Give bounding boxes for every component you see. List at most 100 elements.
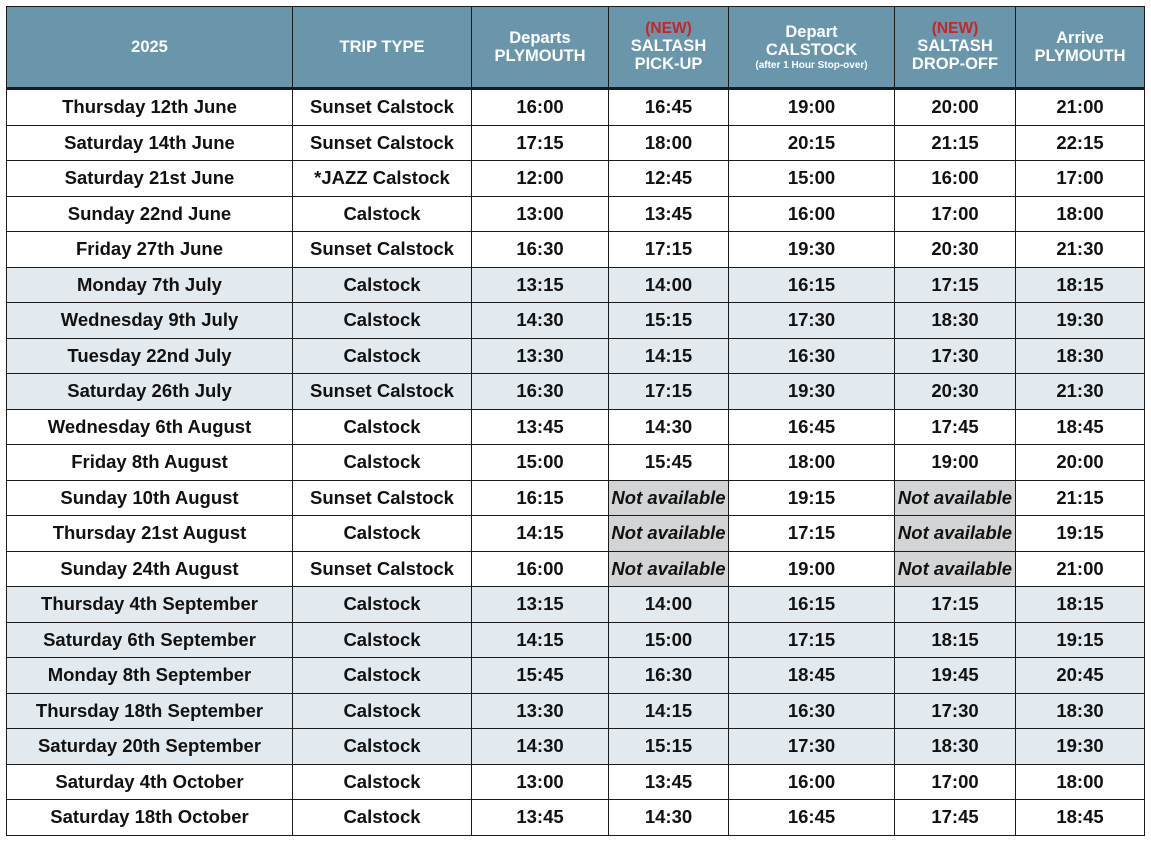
- arrive-header-line2: PLYMOUTH: [1034, 47, 1126, 65]
- arrive-cell: 21:30: [1015, 373, 1145, 410]
- departs-cell: 16:15: [471, 479, 609, 516]
- table-row: Saturday 18th October Calstock 13:45 14:…: [6, 799, 1145, 836]
- arrive-cell: 18:45: [1015, 799, 1145, 836]
- depart-calstock-cell: 17:30: [728, 728, 895, 765]
- table-row: Saturday 20th September Calstock 14:30 1…: [6, 728, 1145, 765]
- arrive-cell: 18:00: [1015, 763, 1145, 800]
- depart-calstock-cell: 16:30: [728, 337, 895, 374]
- pickup-not-available-cell: Not available: [608, 515, 729, 552]
- arrive-cell: 18:30: [1015, 692, 1145, 729]
- arrive-cell: 21:30: [1015, 231, 1145, 268]
- table-row: Wednesday 6th August Calstock 13:45 14:3…: [6, 408, 1145, 445]
- table-row: Thursday 18th September Calstock 13:30 1…: [6, 692, 1145, 729]
- arrive-cell: 19:15: [1015, 515, 1145, 552]
- arrive-cell: 17:00: [1015, 160, 1145, 197]
- depart-calstock-cell: 16:15: [728, 266, 895, 303]
- arrive-plymouth-header: Arrive PLYMOUTH: [1015, 6, 1145, 90]
- dropoff-cell: 17:15: [894, 266, 1016, 303]
- table-row: Saturday 26th July Sunset Calstock 16:30…: [6, 373, 1145, 410]
- dropoff-not-available-cell: Not available: [894, 515, 1016, 552]
- trip-type-cell: Calstock: [292, 657, 472, 694]
- trip-timetable: 2025 TRIP TYPE Departs PLYMOUTH (NEW) SA…: [6, 6, 1145, 836]
- departs-cell: 14:30: [471, 302, 609, 339]
- departs-cell: 14:15: [471, 515, 609, 552]
- depart-calstock-cell: 16:00: [728, 195, 895, 232]
- pickup-cell: 15:00: [608, 621, 729, 658]
- table-row: Wednesday 9th July Calstock 14:30 15:15 …: [6, 302, 1145, 339]
- dropoff-cell: 17:15: [894, 586, 1016, 623]
- table-row: Monday 8th September Calstock 15:45 16:3…: [6, 657, 1145, 694]
- pickup-cell: 17:15: [608, 231, 729, 268]
- departs-cell: 16:30: [471, 231, 609, 268]
- header-row: 2025 TRIP TYPE Departs PLYMOUTH (NEW) SA…: [6, 6, 1145, 90]
- trip-type-cell: Calstock: [292, 266, 472, 303]
- departs-header-line1: Departs: [509, 29, 571, 47]
- arrive-cell: 20:45: [1015, 657, 1145, 694]
- dropoff-new-tag: (NEW): [931, 20, 979, 37]
- arrive-cell: 22:15: [1015, 124, 1145, 161]
- pickup-cell: 15:45: [608, 444, 729, 481]
- dropoff-cell: 17:30: [894, 692, 1016, 729]
- dropoff-cell: 18:15: [894, 621, 1016, 658]
- dropoff-cell: 19:45: [894, 657, 1016, 694]
- dropoff-header-line1: SALTASH: [917, 37, 993, 55]
- trip-type-cell: Calstock: [292, 195, 472, 232]
- departs-cell: 16:00: [471, 550, 609, 587]
- trip-type-cell: Sunset Calstock: [292, 124, 472, 161]
- depart-calstock-cell: 16:45: [728, 799, 895, 836]
- depart-cal-header-line2: CALSTOCK: [765, 40, 858, 59]
- pickup-cell: 14:15: [608, 692, 729, 729]
- arrive-header-line1: Arrive: [1056, 29, 1104, 47]
- trip-type-cell: Sunset Calstock: [292, 231, 472, 268]
- date-cell: Friday 8th August: [6, 444, 293, 481]
- table-row: Saturday 21st June *JAZZ Calstock 12:00 …: [6, 160, 1145, 197]
- date-cell: Sunday 10th August: [6, 479, 293, 516]
- table-row: Sunday 24th August Sunset Calstock 16:00…: [6, 550, 1145, 587]
- dropoff-cell: 18:30: [894, 728, 1016, 765]
- trip-type-cell: Calstock: [292, 337, 472, 374]
- depart-calstock-cell: 16:45: [728, 408, 895, 445]
- pickup-cell: 14:30: [608, 408, 729, 445]
- pickup-new-tag: (NEW): [645, 20, 692, 37]
- table-row: Saturday 14th June Sunset Calstock 17:15…: [6, 124, 1145, 161]
- pickup-not-available-cell: Not available: [608, 479, 729, 516]
- date-cell: Thursday 18th September: [6, 692, 293, 729]
- date-cell: Thursday 4th September: [6, 586, 293, 623]
- pickup-cell: 13:45: [608, 195, 729, 232]
- departs-cell: 16:30: [471, 373, 609, 410]
- departs-cell: 13:45: [471, 799, 609, 836]
- trip-type-header: TRIP TYPE: [292, 6, 472, 90]
- dropoff-cell: 20:30: [894, 231, 1016, 268]
- trip-type-cell: Calstock: [292, 444, 472, 481]
- trip-type-cell: Sunset Calstock: [292, 550, 472, 587]
- date-cell: Wednesday 9th July: [6, 302, 293, 339]
- dropoff-not-available-cell: Not available: [894, 479, 1016, 516]
- pickup-cell: 14:15: [608, 337, 729, 374]
- arrive-cell: 18:45: [1015, 408, 1145, 445]
- depart-calstock-cell: 19:00: [728, 550, 895, 587]
- departs-cell: 14:15: [471, 621, 609, 658]
- pickup-cell: 12:45: [608, 160, 729, 197]
- trip-type-cell: Calstock: [292, 621, 472, 658]
- trip-type-cell: *JAZZ Calstock: [292, 160, 472, 197]
- date-cell: Thursday 12th June: [6, 88, 293, 126]
- pickup-header-line2: PICK-UP: [634, 55, 703, 73]
- depart-cal-header-note: (after 1 Hour Stop-over): [755, 59, 868, 71]
- pickup-cell: 14:00: [608, 266, 729, 303]
- dropoff-cell: 18:30: [894, 302, 1016, 339]
- trip-type-cell: Calstock: [292, 408, 472, 445]
- arrive-cell: 21:15: [1015, 479, 1145, 516]
- date-cell: Saturday 20th September: [6, 728, 293, 765]
- departs-cell: 13:45: [471, 408, 609, 445]
- date-cell: Saturday 26th July: [6, 373, 293, 410]
- departs-cell: 13:30: [471, 337, 609, 374]
- arrive-cell: 19:30: [1015, 728, 1145, 765]
- dropoff-cell: 17:00: [894, 195, 1016, 232]
- trip-type-cell: Calstock: [292, 763, 472, 800]
- dropoff-cell: 21:15: [894, 124, 1016, 161]
- departs-cell: 16:00: [471, 88, 609, 126]
- date-cell: Monday 7th July: [6, 266, 293, 303]
- arrive-cell: 18:15: [1015, 586, 1145, 623]
- pickup-cell: 17:15: [608, 373, 729, 410]
- pickup-cell: 15:15: [608, 302, 729, 339]
